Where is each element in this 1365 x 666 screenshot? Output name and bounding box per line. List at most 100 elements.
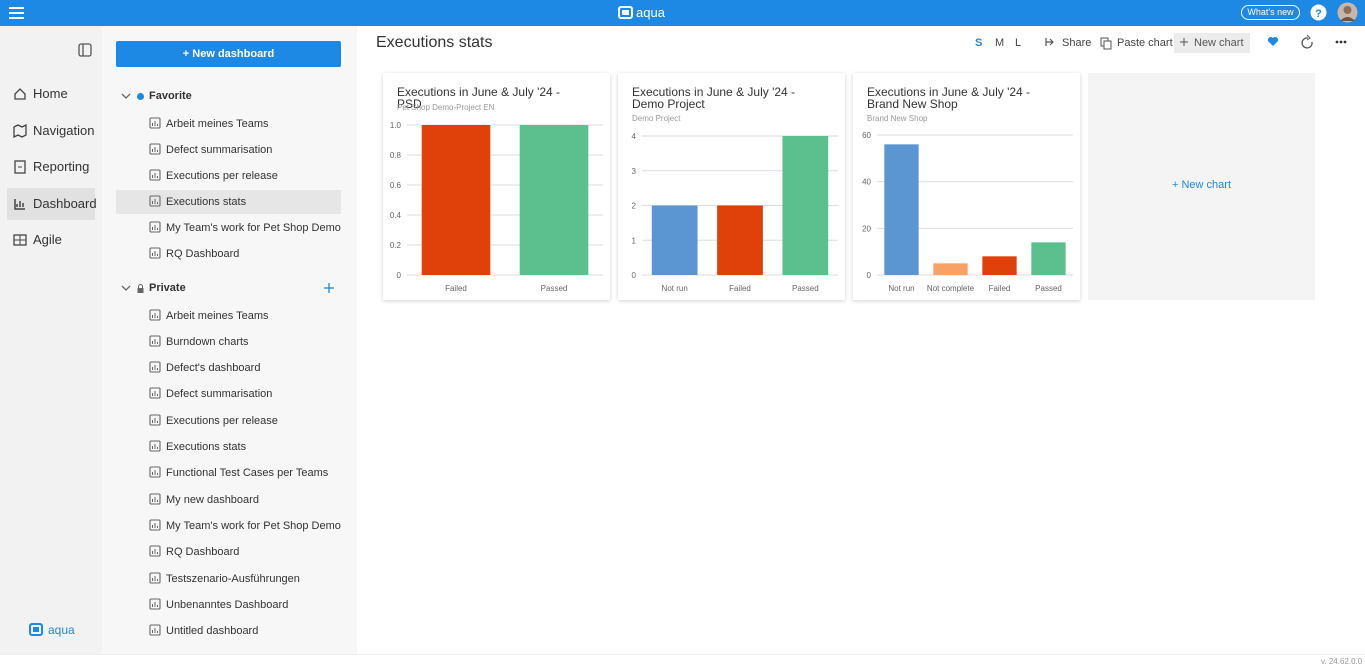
dashboard-icon	[149, 624, 161, 636]
dashboard-icon	[149, 117, 161, 129]
dashboard-link[interactable]: Untitled dashboard	[166, 625, 259, 638]
section-toggle[interactable]	[121, 93, 131, 101]
dashboard-link[interactable]: Defect summarisation	[166, 388, 273, 401]
x-tick-label: Failed	[445, 284, 467, 293]
nav-item[interactable]: Home	[33, 86, 68, 101]
section-title: Private	[149, 282, 186, 294]
x-tick-label: Passed	[1035, 284, 1062, 293]
section-toggle[interactable]	[121, 285, 131, 293]
size-option[interactable]: S	[975, 37, 983, 49]
y-tick-label: 0	[867, 271, 872, 280]
dashboard-link[interactable]: Arbeit meines Teams	[166, 309, 269, 322]
new-dashboard-button[interactable]: + New dashboard	[116, 41, 341, 67]
dashboard-link[interactable]: Testszenario-Ausführungen	[166, 572, 300, 585]
nav-item[interactable]: Reporting	[33, 159, 90, 174]
chart-title: Executions in June & July '24 - Demo Pro…	[632, 85, 796, 111]
y-tick-label: 1.0	[390, 121, 402, 130]
size-option[interactable]: M	[995, 37, 1005, 49]
version: v. 24.62.0.0	[1321, 657, 1363, 666]
bar	[421, 125, 491, 275]
new-chart-placeholder: + New chart	[1088, 73, 1315, 300]
dashboard-link[interactable]: Executions per release	[166, 414, 278, 427]
menu-button[interactable]	[9, 6, 25, 20]
dashboard-icon	[149, 308, 161, 321]
chart-subtitle: Demo Project	[632, 114, 681, 123]
dashboard-icon	[149, 440, 161, 452]
y-tick-label: 20	[862, 224, 871, 233]
dashboard-link[interactable]: Defect's dashboard	[166, 362, 261, 375]
dashboard-link[interactable]: Unbenanntes Dashboard	[166, 598, 289, 611]
dashboard-link[interactable]: Executions stats	[166, 441, 247, 453]
dashboard-link[interactable]: Executions per release	[166, 170, 278, 182]
add-private-button[interactable]	[324, 283, 334, 293]
y-tick-label: 1	[632, 236, 637, 245]
dashboard-link[interactable]: RQ Dashboard	[166, 248, 240, 260]
chart-subtitle-wrap: Pet Shop Demo-Project EN	[397, 101, 494, 113]
app-name: aqua	[636, 5, 665, 20]
nav-item[interactable]: Dashboard	[7, 187, 97, 220]
new-chart-link[interactable]: + New chart	[1172, 179, 1231, 191]
page-title: Executions stats	[376, 34, 493, 51]
section-icon	[137, 284, 144, 293]
dashboard-link[interactable]: Burndown charts	[166, 335, 249, 348]
dashboard-link[interactable]: RQ Dashboard	[166, 546, 240, 559]
collapse-button[interactable]	[78, 43, 92, 57]
chart-title: Executions in June & July '24 - Brand Ne…	[867, 85, 1031, 111]
dashboard-icon	[149, 598, 161, 610]
x-tick-label: Failed	[729, 284, 751, 293]
nav-item[interactable]: Navigation	[33, 122, 95, 138]
chart: 0 20 40 60 Not run Not complete Failed Passed	[862, 131, 1073, 293]
dashboard-icon	[149, 143, 161, 155]
dashboard-icon	[149, 493, 161, 505]
share-button[interactable]: Share	[1062, 37, 1092, 49]
size-option[interactable]: L	[1015, 37, 1022, 49]
bar	[933, 263, 968, 275]
y-tick-label: 0.6	[390, 181, 402, 190]
dashboard-link[interactable]: My new dashboard	[166, 493, 259, 506]
dashboard-link[interactable]: Arbeit meines Teams	[166, 118, 269, 130]
new-chart-button[interactable]: New chart	[1174, 33, 1250, 53]
svg-text:?: ?	[1315, 8, 1322, 20]
help-button[interactable]: ?	[1310, 4, 1327, 21]
footer-logo: aqua	[48, 623, 75, 637]
avatar[interactable]	[1337, 2, 1358, 23]
top-bar: aqua What's new ?	[0, 0, 1365, 26]
dashboard-link[interactable]: Executions stats	[116, 190, 341, 214]
whats-new-button[interactable]: What's new	[1241, 5, 1300, 20]
footer-logo-icon	[29, 623, 43, 636]
dashboard-link[interactable]: Functional Test Cases per Teams	[166, 467, 329, 480]
y-tick-label: 0	[632, 271, 637, 280]
logo-icon	[618, 6, 633, 19]
dashboard-icon	[149, 361, 161, 373]
nav-item[interactable]: Agile	[33, 232, 62, 247]
dashboard-icon	[149, 466, 161, 478]
dashboard-icon	[149, 195, 161, 207]
section-icon	[137, 93, 144, 100]
x-tick-label: Not run	[662, 284, 688, 293]
nav-icon	[14, 160, 26, 174]
paste-chart-button[interactable]: Paste chart	[1117, 37, 1173, 49]
bar	[782, 136, 829, 275]
bar	[717, 205, 763, 275]
nav-icon	[13, 123, 27, 138]
y-tick-label: 2	[632, 202, 637, 211]
bar	[1031, 242, 1066, 275]
dashboard-link[interactable]: Defect summarisation	[166, 144, 273, 156]
dashboard-link[interactable]: My Team's work for Pet Shop Demo	[166, 519, 341, 532]
chart: 0 1 2 3 4 Not run Failed Passed	[632, 132, 838, 293]
y-tick-label: 0.4	[390, 211, 402, 220]
dashboard-link[interactable]: My Team's work for Pet Shop Demo	[166, 222, 341, 234]
dashboard-icon	[149, 169, 161, 181]
dashboard-icon	[149, 387, 161, 399]
dashboard-icon	[149, 221, 161, 233]
y-tick-label: 0.2	[390, 241, 402, 250]
y-tick-label: 0.8	[390, 151, 402, 160]
chart-title: Executions in June & July '24 - PSD	[397, 85, 561, 111]
chart-subtitle-wrap: Demo Project	[632, 112, 680, 124]
bar	[982, 256, 1017, 275]
chart-subtitle-wrap: Brand New Shop	[867, 112, 927, 124]
x-tick-label: Not run	[888, 284, 914, 293]
dashboard-sidebar	[102, 26, 357, 654]
section-title: Favorite	[149, 90, 192, 102]
